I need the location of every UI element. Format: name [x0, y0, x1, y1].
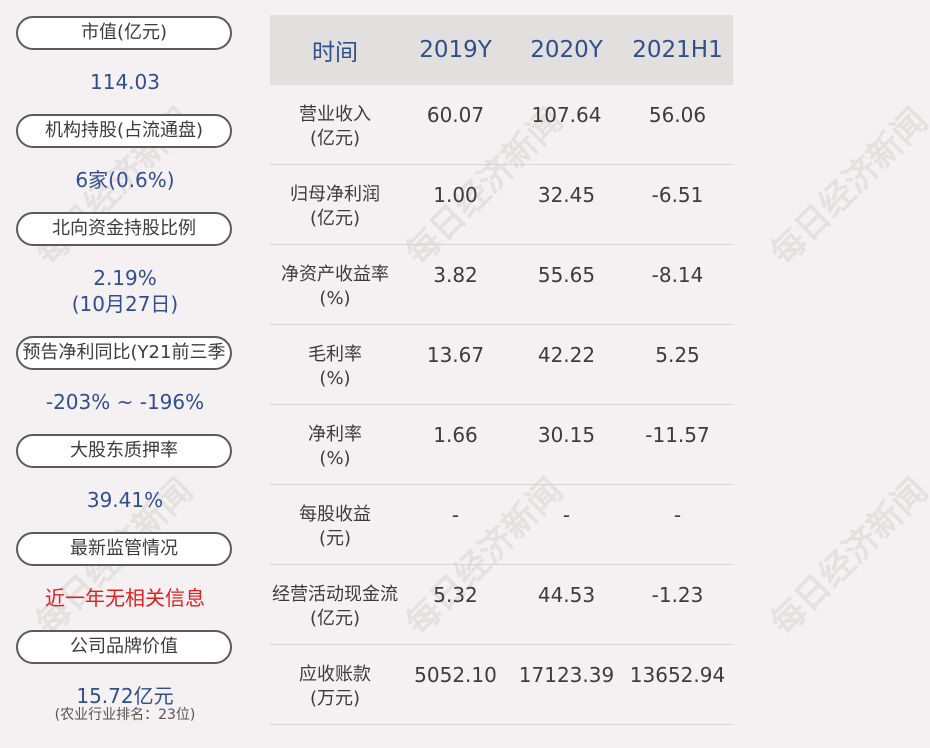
cell-value: 13652.94: [629, 663, 726, 687]
cell-value: 13.67: [426, 343, 485, 367]
northbound-label: 北向资金持股比例: [16, 212, 232, 246]
market-cap-label: 市值(亿元): [16, 16, 232, 50]
cell-value: 3.82: [433, 263, 478, 287]
northbound-value: 2.19%: [93, 266, 157, 290]
table-header: 时间 2019Y 2020Y 2021H1: [270, 15, 733, 85]
table-row: 净资产收益率 (%) 3.82 55.65 -8.14: [270, 245, 733, 325]
row-label: 归母净利润 (亿元): [290, 184, 380, 229]
cell-value: -1.23: [651, 583, 704, 607]
cell-value: 5.32: [433, 583, 478, 607]
cell-value: 5.25: [655, 343, 700, 367]
row-label: 净资产收益率 (%): [281, 264, 389, 309]
row-label: 营业收入 (亿元): [299, 104, 371, 149]
header-time: 时间: [312, 40, 358, 66]
cell-value: -: [562, 503, 571, 527]
table-row: 毛利率 (%) 13.67 42.22 5.25: [270, 325, 733, 405]
institutions-label: 机构持股(占流通盘): [16, 114, 232, 148]
cell-value: -11.57: [645, 423, 710, 447]
cell-value: -: [673, 503, 682, 527]
cell-value: -8.14: [651, 263, 704, 287]
brand-label: 公司品牌价值: [16, 630, 232, 664]
financial-table: 时间 2019Y 2020Y 2021H1 营业收入 (亿元) 60.07 107…: [270, 15, 733, 725]
forecast-label: 预告净利同比(Y21前三季: [16, 336, 232, 370]
forecast-value: -203% ~ -196%: [45, 390, 205, 414]
cell-value: 5052.10: [414, 663, 497, 687]
cell-value: 1.00: [433, 183, 478, 207]
cell-value: -6.51: [651, 183, 704, 207]
cell-value: 44.53: [537, 583, 596, 607]
row-label: 应收账款 (万元): [299, 664, 371, 709]
watermark: 每日经济新闻: [763, 100, 930, 274]
market-cap-value: 114.03: [90, 70, 160, 94]
cell-value: 32.45: [537, 183, 596, 207]
table-row: 净利率 (%) 1.66 30.15 -11.57: [270, 405, 733, 485]
header-2021h1: 2021H1: [632, 37, 723, 63]
cell-value: 107.64: [531, 103, 602, 127]
cell-value: 60.07: [426, 103, 485, 127]
cell-value: 55.65: [537, 263, 596, 287]
table-row: 每股收益 (元) - - -: [270, 485, 733, 565]
pledge-label: 大股东质押率: [16, 434, 232, 468]
table-row: 经营活动现金流 (亿元) 5.32 44.53 -1.23: [270, 565, 733, 645]
watermark: 每日经济新闻: [763, 470, 930, 644]
pledge-value: 39.41%: [86, 488, 164, 512]
institutions-value: 6家(0.6%): [75, 168, 175, 192]
cell-value: 56.06: [648, 103, 707, 127]
cell-value: 17123.39: [518, 663, 615, 687]
table-row: 归母净利润 (亿元) 1.00 32.45 -6.51: [270, 165, 733, 245]
cell-value: 1.66: [433, 423, 478, 447]
row-label: 每股收益 (元): [299, 504, 371, 549]
regulation-label: 最新监管情况: [16, 532, 232, 566]
row-label: 经营活动现金流 (亿元): [272, 584, 398, 629]
row-label: 净利率 (%): [308, 424, 362, 469]
cell-value: 42.22: [537, 343, 596, 367]
stats-panel: 市值(亿元) 114.03 机构持股(占流通盘) 6家(0.6%) 北向资金持股…: [0, 0, 250, 748]
regulation-value: 近一年无相关信息: [45, 586, 205, 610]
table-row: 营业收入 (亿元) 60.07 107.64 56.06: [270, 85, 733, 165]
cell-value: -: [451, 503, 460, 527]
header-2020: 2020Y: [530, 37, 603, 63]
row-label: 毛利率 (%): [308, 344, 362, 389]
table-row: 应收账款 (万元) 5052.10 17123.39 13652.94: [270, 645, 733, 725]
brand-value: 15.72亿元: [76, 684, 174, 708]
northbound-date: (10月27日): [71, 292, 179, 316]
header-2019: 2019Y: [419, 37, 492, 63]
brand-note: (农业行业排名：23位): [54, 707, 196, 723]
cell-value: 30.15: [537, 423, 596, 447]
